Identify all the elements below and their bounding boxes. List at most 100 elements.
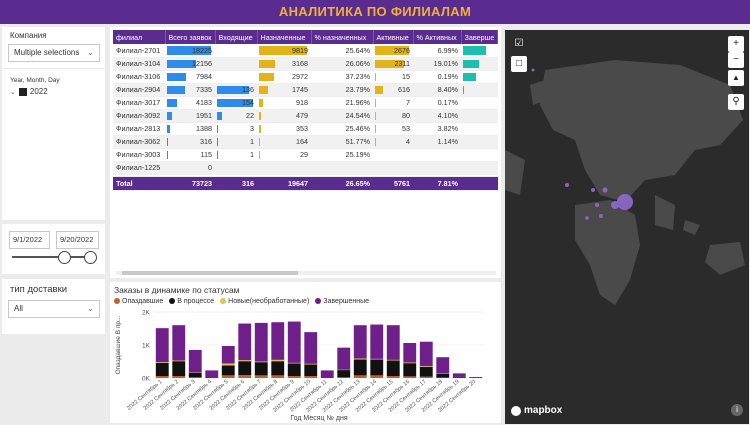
legend-item[interactable]: Опаздавшие (114, 298, 163, 305)
table-row[interactable]: Филиал-3106 7984 2972 37.23% 15 0.19% (113, 70, 498, 84)
table-header-row: филиал Всего заявок Входящие Назначенные% н… (113, 30, 499, 44)
column-header[interactable]: филиал (113, 30, 166, 44)
table-cell: 2972 (257, 70, 311, 84)
cell-value: 12156 (192, 59, 212, 68)
data-bar (375, 59, 405, 68)
chart-legend: Опаздавшие В процессе Новые(необработанные… (114, 298, 369, 305)
legend-item[interactable]: В процессе (169, 298, 214, 305)
data-bar (259, 72, 274, 81)
map-search-button[interactable]: ⚲ (728, 94, 744, 110)
legend-label: Новые(необработанные) (228, 298, 310, 305)
legend-item[interactable]: Новые(необработанные) (220, 298, 309, 305)
cell-value: Филиал-3017 (116, 98, 161, 107)
table-cell: 115 (165, 148, 215, 162)
data-bar (259, 150, 260, 159)
data-bar (167, 46, 211, 55)
end-date-value: 9/20/2022 (60, 235, 94, 244)
scrollbar-thumb[interactable] (122, 271, 298, 275)
cell-value: 918 (296, 98, 308, 107)
data-bar (217, 124, 218, 133)
table-cell (461, 96, 498, 110)
table-row[interactable]: Филиал-3062 316 1 164 51.77% 4 1.14% (113, 135, 498, 149)
cell-value: 115 (200, 150, 212, 159)
table-row[interactable]: Филиал-3003 115 1 29 25.19% (113, 148, 498, 162)
column-header[interactable]: Заверше (461, 30, 499, 44)
map-view[interactable]: ☑ □ + − ▲ ⚲ mapbox i (505, 30, 749, 424)
bar-segment (238, 323, 252, 361)
column-header[interactable]: % Активных (413, 30, 462, 44)
table-row[interactable]: Филиал-2904 7335 136 1745 23.79% 616 8.40% (113, 83, 498, 97)
cell-value: 7 (406, 98, 410, 107)
cell-value: 53 (402, 124, 410, 133)
cell-value: 7984 (196, 72, 212, 81)
table-row[interactable]: Филиал-2701 18225 9819 25.64% 2676 6.99% (113, 44, 498, 58)
table-cell: 7335 (165, 83, 215, 97)
table-row[interactable]: Филиал-2813 1388 3 353 25.46% 53 3.82% (113, 122, 498, 136)
column-header[interactable]: Входящие (215, 30, 258, 44)
bar-segment (238, 375, 252, 378)
bar-segment (304, 364, 318, 377)
horizontal-scrollbar[interactable] (116, 271, 496, 275)
cell-value: Филиал-1225 (116, 163, 161, 172)
start-date-input[interactable]: 9/1/2022 (9, 231, 50, 249)
table-row[interactable]: Филиал-1225 0 (113, 161, 498, 175)
zoom-in-button[interactable]: + (728, 36, 744, 52)
date-slider-track[interactable] (12, 256, 96, 258)
map-lasso-button[interactable]: ☑ (514, 38, 524, 49)
end-date-input[interactable]: 9/20/2022 (56, 231, 99, 249)
company-dropdown[interactable]: Multiple selections ⌄ (8, 44, 100, 62)
chevron-down-icon[interactable]: ⌄ (10, 88, 16, 96)
column-header[interactable]: % назначенных (311, 30, 374, 44)
table-cell: 25.64% (311, 44, 373, 58)
branch-cluster-dot (617, 194, 633, 210)
y-axis-label: Опаздавшие В пр... (115, 315, 122, 374)
legend-dot-icon (114, 298, 120, 305)
column-header[interactable]: Назначенные (257, 30, 312, 44)
bar-segment (155, 362, 169, 363)
table-cell: 918 (257, 96, 311, 110)
map-select-button[interactable]: □ (511, 56, 527, 72)
table-row[interactable]: Филиал-3104 12156 3168 26.06% 2311 19.01% (113, 57, 498, 71)
chevron-down-icon: ⌄ (87, 304, 94, 313)
branch-table: филиал Всего заявок Входящие Назначенные% н… (113, 30, 499, 191)
table-row[interactable]: Филиал-3092 1951 22 479 24.54% 80 4.10% (113, 109, 498, 123)
table-cell: 3168 (257, 57, 311, 71)
data-bar (463, 85, 465, 94)
cell-value: Филиал-3106 (116, 72, 161, 81)
date-hierarchy-item[interactable]: ⌄ 2022 (10, 87, 48, 96)
cell-value: 2972 (292, 72, 308, 81)
legend-item[interactable]: Завершенные (315, 298, 369, 305)
legend-label: Опаздавшие (122, 298, 164, 305)
table-cell (461, 148, 498, 162)
date-slider-handle-end[interactable] (84, 251, 97, 264)
data-bar (167, 111, 172, 120)
total-cell: 19647 (257, 176, 311, 191)
column-header[interactable]: Активные (373, 30, 414, 44)
table-cell: 26.06% (311, 57, 373, 71)
bar-segment (304, 376, 318, 378)
delivery-dropdown-value: All (14, 304, 23, 313)
date-slider-handle-start[interactable] (58, 251, 71, 264)
data-bar (217, 98, 253, 107)
table-cell: 4.10% (413, 109, 461, 123)
table-row[interactable]: Филиал-3017 4183 154 918 21.96% 7 0.17% (113, 96, 498, 110)
zoom-out-button[interactable]: − (728, 52, 744, 68)
compass-button[interactable]: ▲ (728, 70, 744, 86)
table-cell (461, 122, 498, 136)
data-bar (375, 137, 376, 146)
cell-value: 0.17% (437, 98, 458, 107)
cell-value: 1951 (196, 111, 212, 120)
delivery-dropdown[interactable]: All ⌄ (8, 300, 100, 318)
mapbox-logo: mapbox (511, 405, 562, 416)
table-cell (461, 135, 498, 149)
bar-segment (353, 358, 367, 360)
table-cell: 3.82% (413, 122, 461, 136)
table-cell: 2676 (373, 44, 413, 58)
info-icon[interactable]: i (731, 404, 743, 416)
cell-value: 1.14% (437, 137, 458, 146)
branch-dot (611, 201, 619, 209)
cell-value: 29 (300, 150, 308, 159)
column-header[interactable]: Всего заявок (165, 30, 216, 44)
checkbox[interactable] (18, 87, 27, 96)
bar-segment (271, 322, 285, 360)
